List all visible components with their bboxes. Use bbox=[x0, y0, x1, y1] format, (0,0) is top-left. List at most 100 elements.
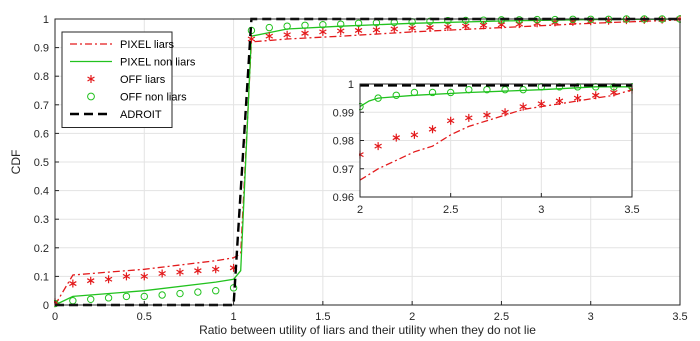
legend-label-pixel-liars: PIXEL liars bbox=[120, 39, 175, 51]
inset-y-tick-label-4: 1 bbox=[348, 79, 354, 91]
legend-label-pixel-non-liars: PIXEL non liars bbox=[120, 57, 196, 69]
inset-series-3-point-1 bbox=[374, 94, 382, 102]
main-x-tick-label-1: 0.5 bbox=[137, 311, 152, 323]
inset-series-3-point-4 bbox=[428, 88, 437, 97]
inset-y-tick-label-1: 0.97 bbox=[333, 164, 354, 176]
main-y-tick-label-7: 0.7 bbox=[34, 100, 49, 112]
main-series-off-non-liars-point-2 bbox=[87, 295, 95, 303]
legend-swatch-off-liars bbox=[87, 75, 95, 83]
main-x-tick-label-7: 3.5 bbox=[672, 311, 687, 323]
main-y-tick-label-5: 0.5 bbox=[34, 157, 49, 169]
main-series-off-non-liars-point-22 bbox=[444, 17, 452, 25]
legend-label-off-non-liars: OFF non liars bbox=[120, 92, 187, 104]
main-series-off-liars-point-12 bbox=[265, 32, 274, 41]
main-series-off-liars-point-5 bbox=[140, 272, 149, 281]
main-series-off-liars-point-16 bbox=[336, 27, 345, 36]
inset-series-2-point-2 bbox=[392, 133, 401, 142]
main-series-off-liars-point-6 bbox=[158, 269, 166, 278]
inset-x-tick-label-2: 3 bbox=[538, 204, 544, 216]
main-series-off-non-liars-point-13 bbox=[283, 22, 291, 30]
inset-series-2-point-4 bbox=[428, 125, 437, 134]
main-series-off-liars-point-13 bbox=[283, 30, 291, 39]
main-series-off-non-liars-point-7 bbox=[176, 289, 184, 298]
main-x-tick-label-6: 3 bbox=[588, 311, 594, 323]
inset-y-tick-label-3: 0.99 bbox=[333, 107, 354, 119]
main-series-off-liars-point-25 bbox=[497, 20, 506, 29]
main-series-off-non-liars-point-15 bbox=[319, 21, 327, 29]
inset-x-tick-label-0: 2 bbox=[357, 204, 363, 216]
inset-plot: 2 2.5 3 3.5 0.96 0.97 0.98 0.99 1 bbox=[333, 79, 640, 216]
inset-series-2-point-13 bbox=[591, 91, 600, 100]
main-series-off-liars-point-15 bbox=[319, 27, 327, 36]
main-x-tick-label-2: 1 bbox=[231, 311, 237, 323]
legend-swatch-off-non-liars bbox=[87, 92, 95, 101]
main-y-tick-label-1: 0.1 bbox=[34, 271, 49, 283]
inset-series-3-point-3 bbox=[410, 88, 419, 97]
main-x-tick-label-3: 1.5 bbox=[315, 311, 330, 323]
main-series-off-liars-point-26 bbox=[515, 20, 524, 29]
main-series-off-liars-point-11 bbox=[247, 35, 256, 44]
main-series-off-non-liars-point-5 bbox=[140, 292, 148, 301]
legend-label-off-liars: OFF liars bbox=[120, 74, 166, 86]
inset-series-2-point-6 bbox=[465, 113, 473, 122]
legend: PIXEL liars PIXEL non liars OFF liars OFF n… bbox=[61, 31, 196, 128]
main-y-tick-label-0: 0 bbox=[43, 300, 49, 312]
main-series-off-liars-point-17 bbox=[354, 26, 363, 35]
main-series-off-liars-point-1 bbox=[69, 279, 77, 288]
main-series-off-liars-point-4 bbox=[122, 272, 131, 281]
main-series-off-non-liars-point-4 bbox=[122, 292, 131, 301]
y-axis-label: CDF bbox=[9, 150, 23, 175]
main-series-off-non-liars-point-23 bbox=[462, 16, 470, 25]
main-series-off-non-liars-point-9 bbox=[212, 287, 220, 295]
main-series-off-non-liars-point-14 bbox=[301, 21, 309, 29]
main-y-tick-label-6: 0.6 bbox=[34, 128, 49, 140]
main-series-off-non-liars-point-21 bbox=[426, 17, 434, 25]
main-series-off-liars-point-2 bbox=[86, 276, 95, 285]
inset-y-tick-label-0: 0.96 bbox=[333, 192, 354, 204]
main-x-tick-label-4: 2 bbox=[409, 311, 415, 323]
inset-x-tick-label-3: 3.5 bbox=[624, 204, 639, 216]
main-series-off-liars-point-8 bbox=[194, 266, 202, 275]
inset-series-2-point-7 bbox=[483, 111, 491, 120]
main-x-tick-label-0: 0 bbox=[52, 311, 58, 323]
main-series-off-liars-point-14 bbox=[301, 29, 309, 38]
main-series-off-non-liars-point-12 bbox=[265, 23, 273, 32]
main-series-off-liars-point-18 bbox=[372, 25, 381, 34]
main-series-off-non-liars-point-8 bbox=[194, 288, 202, 296]
inset-series-3-point-5 bbox=[446, 88, 455, 97]
main-series-off-liars-point-19 bbox=[390, 25, 399, 34]
main-x-tick-label-5: 2.5 bbox=[494, 311, 509, 323]
inset-series-0-line bbox=[359, 89, 633, 181]
legend-label-adroit: ADROIT bbox=[120, 109, 162, 121]
main-y-tick-label-2: 0.2 bbox=[34, 243, 49, 255]
inset-series-2-point-11 bbox=[555, 96, 564, 105]
inset-y-tick-label-2: 0.98 bbox=[333, 136, 354, 148]
main-series-off-non-liars-point-3 bbox=[104, 294, 113, 302]
main-y-tick-label-9: 0.9 bbox=[34, 43, 49, 55]
inset-series-3-point-2 bbox=[392, 91, 400, 100]
inset-series-3-point-9 bbox=[519, 85, 527, 94]
inset-series-3-point-6 bbox=[465, 85, 473, 94]
inset-series-2-point-8 bbox=[501, 108, 509, 117]
inset-x-tick-label-1: 2.5 bbox=[443, 204, 458, 216]
main-series-off-non-liars-point-6 bbox=[158, 291, 166, 299]
main-series-off-non-liars-point-17 bbox=[354, 19, 363, 27]
inset-series-2-point-5 bbox=[446, 116, 455, 125]
inset-series-2-point-10 bbox=[537, 99, 546, 108]
main-series-off-liars-point-3 bbox=[104, 275, 113, 284]
main-series-off-non-liars-point-10 bbox=[229, 284, 238, 292]
main-series-off-liars-point-9 bbox=[211, 265, 220, 274]
main-y-tick-label-3: 0.3 bbox=[34, 214, 49, 226]
main-y-tick-label-4: 0.4 bbox=[34, 186, 49, 198]
main-series-off-liars-point-24 bbox=[479, 21, 488, 30]
inset-series-2-point-1 bbox=[374, 142, 382, 151]
x-axis-label: Ratio between utility of liars and their… bbox=[199, 323, 536, 337]
main-series-off-non-liars-point-16 bbox=[337, 20, 345, 28]
main-y-tick-label-8: 0.8 bbox=[34, 71, 49, 83]
legend-box bbox=[61, 31, 173, 128]
inset-series-2-point-12 bbox=[573, 94, 582, 103]
inset-series-2-point-9 bbox=[519, 102, 527, 111]
main-y-tick-label-10: 1 bbox=[43, 14, 49, 26]
main-series-off-liars-point-7 bbox=[176, 268, 184, 277]
